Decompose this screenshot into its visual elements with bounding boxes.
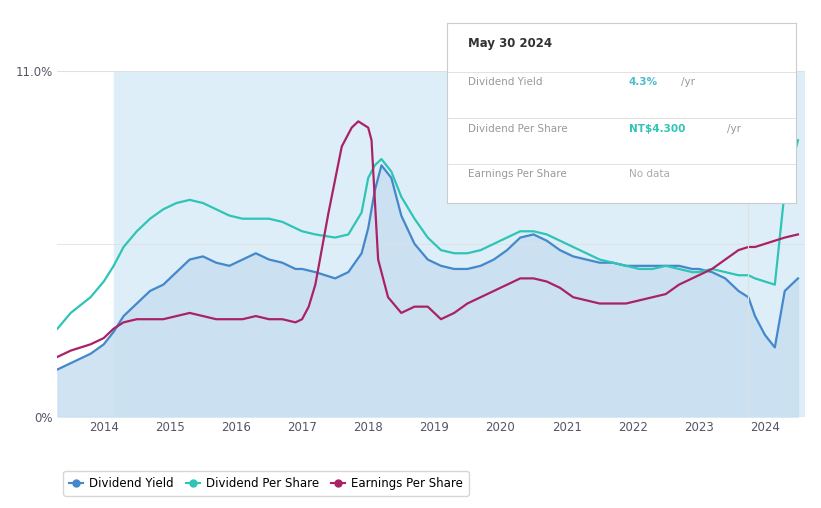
Bar (113, 71, 749, 417)
Text: Earnings Per Share: Earnings Per Share (469, 169, 567, 179)
Text: Dividend Yield: Dividend Yield (469, 77, 543, 87)
Text: NT$4.300: NT$4.300 (629, 124, 686, 134)
Text: May 30 2024: May 30 2024 (469, 37, 553, 50)
Bar (749, 71, 805, 417)
Text: 4.3%: 4.3% (629, 77, 658, 87)
Text: /yr: /yr (727, 124, 741, 134)
Text: No data: No data (629, 169, 670, 179)
Text: /yr: /yr (681, 77, 695, 87)
Text: Past: Past (752, 77, 775, 87)
Legend: Dividend Yield, Dividend Per Share, Earnings Per Share: Dividend Yield, Dividend Per Share, Earn… (63, 471, 469, 496)
Text: Dividend Per Share: Dividend Per Share (469, 124, 568, 134)
